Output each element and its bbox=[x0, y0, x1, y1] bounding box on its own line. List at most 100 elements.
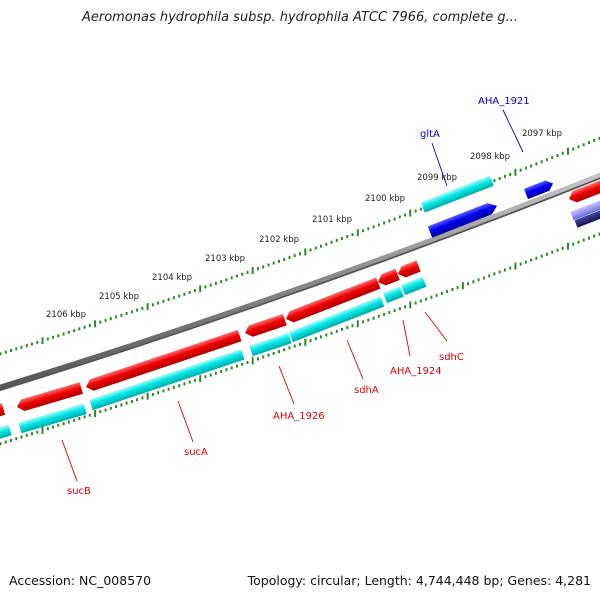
outer-ruler-tick bbox=[367, 227, 370, 231]
outer-ruler-tick bbox=[272, 261, 275, 265]
outer-ruler-tick bbox=[346, 235, 349, 238]
gene-label-gltA[interactable]: gltA bbox=[420, 129, 440, 140]
outer-ruler-tick bbox=[351, 233, 354, 237]
outer-ruler-tick bbox=[383, 221, 386, 225]
outer-ruler-tick bbox=[15, 347, 18, 351]
outer-ruler-tick bbox=[588, 141, 590, 145]
outer-ruler-tick bbox=[157, 301, 160, 305]
cds-sdhA[interactable] bbox=[289, 296, 385, 343]
outer-ruler-tick bbox=[20, 345, 23, 349]
outer-ruler-tick bbox=[404, 213, 407, 217]
gene-feature-AHA_1926[interactable] bbox=[243, 313, 287, 339]
gene-labels: AHA_1921 gltA sdhC AHA_1924 sdhA AHA_192… bbox=[67, 96, 530, 497]
gene-feature-red-left[interactable] bbox=[0, 403, 6, 419]
outer-ruler-tick bbox=[220, 280, 223, 284]
gene-feature-AHA_1921[interactable] bbox=[524, 178, 555, 200]
inner-ruler-tick bbox=[83, 415, 86, 419]
gene-feature-sucA[interactable] bbox=[84, 329, 242, 393]
gene-feature-lavender-right[interactable] bbox=[570, 197, 600, 221]
cds-sucA[interactable] bbox=[89, 349, 245, 411]
outer-ruler-tick bbox=[593, 139, 596, 142]
reverse-features bbox=[0, 260, 427, 442]
inner-ruler-tick bbox=[283, 348, 286, 352]
inner-ruler-tick bbox=[383, 312, 386, 316]
inner-ruler-tick bbox=[120, 403, 123, 407]
inner-ruler-tick bbox=[225, 368, 228, 372]
outer-ruler-tick bbox=[73, 329, 76, 333]
outer-ruler-tick bbox=[419, 207, 422, 211]
gene-label-AHA_1924[interactable]: AHA_1924 bbox=[390, 366, 442, 377]
outer-ruler-tick bbox=[341, 237, 343, 240]
gene-label-AHA_1921[interactable]: AHA_1921 bbox=[478, 96, 530, 107]
inner-ruler-tick bbox=[451, 288, 454, 291]
inner-ruler-tick bbox=[372, 316, 375, 320]
ruler-label-2102: 2102 kbp bbox=[259, 235, 299, 245]
outer-ruler-tick bbox=[104, 318, 107, 322]
cds-sucB[interactable] bbox=[18, 403, 87, 434]
cds-sdhC[interactable] bbox=[401, 276, 427, 296]
outer-ruler-tick bbox=[199, 285, 202, 293]
outer-ruler-tick bbox=[524, 166, 527, 170]
outer-ruler-tick bbox=[498, 177, 501, 180]
leader-sdhA bbox=[346, 339, 364, 380]
outer-ruler-tick bbox=[99, 320, 102, 324]
inner-ruler-tick bbox=[299, 342, 301, 346]
outer-ruler-tick bbox=[304, 248, 307, 256]
gene-label-sucB[interactable]: sucB bbox=[67, 486, 91, 497]
outer-ruler-tick bbox=[209, 283, 212, 287]
gene-label-sdhC[interactable]: sdhC bbox=[439, 352, 464, 363]
gene-feature-sdhA[interactable] bbox=[284, 277, 381, 324]
gene-label-sucA[interactable]: sucA bbox=[184, 447, 208, 458]
inner-ruler-tick bbox=[115, 405, 118, 409]
inner-ruler-tick bbox=[52, 425, 55, 429]
gene-feature-red-right[interactable] bbox=[567, 177, 600, 205]
outer-ruler-tick bbox=[393, 217, 396, 221]
outer-ruler-tick bbox=[4, 350, 7, 354]
inner-ruler-tick bbox=[362, 320, 365, 324]
gene-feature-sucB[interactable] bbox=[15, 382, 83, 413]
outer-ruler-tick bbox=[188, 290, 191, 294]
gene-label-sdhA[interactable]: sdhA bbox=[354, 385, 379, 396]
gene-feature-navy-right[interactable] bbox=[574, 205, 600, 228]
inner-ruler-tick bbox=[435, 293, 438, 297]
gene-feature-AHA_1924[interactable] bbox=[376, 268, 400, 288]
outer-ruler-tick bbox=[278, 259, 280, 263]
inner-ruler-tick bbox=[209, 373, 212, 377]
ruler-label-2098: 2098 kbp bbox=[470, 152, 510, 162]
inner-ruler-tick bbox=[377, 314, 380, 318]
outer-ruler-tick bbox=[146, 303, 149, 311]
inner-ruler-tick bbox=[4, 440, 7, 444]
cds-AHA_1926[interactable] bbox=[249, 332, 292, 357]
outer-ruler-tick bbox=[183, 292, 186, 296]
inner-ruler-tick bbox=[136, 398, 139, 402]
outer-ruler-tick bbox=[551, 156, 554, 160]
outer-ruler-tick bbox=[235, 274, 238, 278]
inner-ruler-tick bbox=[446, 290, 449, 293]
gene-feature-gltA-cds[interactable] bbox=[420, 175, 494, 213]
outer-ruler-tick bbox=[230, 276, 233, 280]
cds-left[interactable] bbox=[0, 424, 12, 442]
outer-ruler-tick bbox=[283, 257, 286, 261]
cds-AHA_1924[interactable] bbox=[383, 286, 404, 304]
gene-feature-gltA[interactable] bbox=[427, 200, 499, 238]
inner-ruler-tick bbox=[398, 307, 401, 311]
outer-ruler-tick bbox=[130, 310, 133, 314]
inner-ruler-tick bbox=[172, 385, 175, 389]
inner-ruler-tick bbox=[204, 375, 207, 379]
inner-ruler-tick bbox=[278, 350, 280, 354]
inner-ruler-tick bbox=[251, 357, 254, 365]
gene-label-AHA_1926[interactable]: AHA_1926 bbox=[273, 411, 325, 422]
inner-ruler-tick bbox=[0, 442, 2, 446]
inner-ruler-tick bbox=[41, 426, 44, 434]
leader-gltA bbox=[431, 142, 448, 187]
leader-sucB bbox=[61, 439, 78, 482]
outer-ruler-tick bbox=[83, 325, 86, 329]
outer-ruler-tick bbox=[178, 294, 181, 298]
gene-feature-sdhC[interactable] bbox=[396, 260, 421, 279]
ruler-labels: 2097 kbp 2098 kbp 2099 kbp 2100 kbp 2101… bbox=[46, 129, 562, 320]
inner-ruler-tick bbox=[188, 380, 191, 384]
outer-ruler-tick bbox=[172, 296, 175, 300]
inner-ruler-tick bbox=[482, 276, 485, 280]
inner-ruler-track bbox=[0, 232, 600, 446]
inner-ruler-tick bbox=[109, 406, 112, 410]
